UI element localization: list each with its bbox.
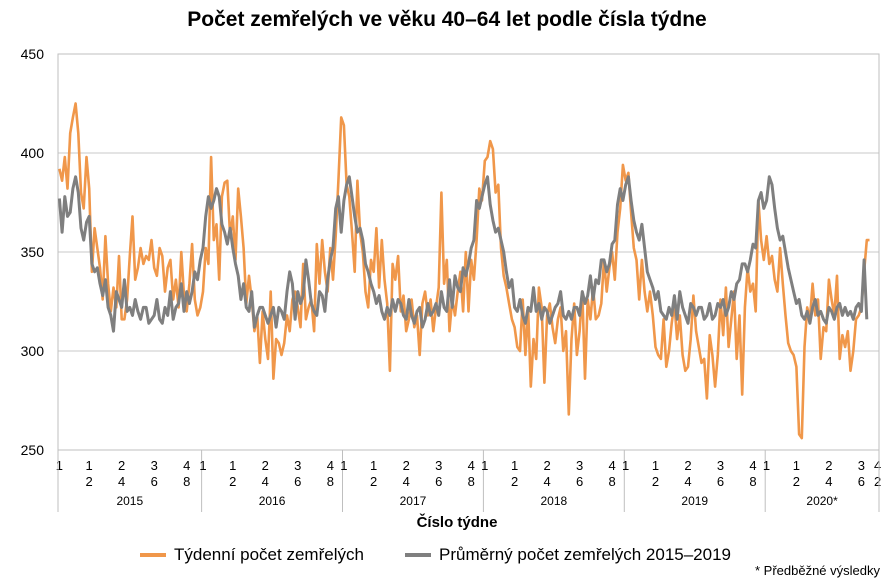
x-tick-label: 8 — [327, 474, 334, 489]
series-line-0 — [58, 102, 870, 440]
x-tick-label: 6 — [294, 474, 301, 489]
year-label-2020*: 2020* — [806, 494, 838, 508]
y-tick-label-400: 400 — [21, 145, 45, 161]
x-tick-label: 4 — [118, 474, 125, 489]
x-tick-label: 4 — [262, 474, 269, 489]
x-tick-label: 1 — [199, 458, 206, 473]
x-axis-label: Číslo týdne — [416, 514, 498, 531]
x-tick-label: 2 — [118, 458, 125, 473]
x-tick-label: 2 — [403, 458, 410, 473]
x-tick-label: 8 — [608, 474, 615, 489]
series-line-1 — [57, 175, 869, 333]
x-tick-label: 4 — [825, 474, 832, 489]
legend-swatch-weekly — [140, 553, 166, 557]
x-tick-label: 2 — [370, 474, 377, 489]
x-tick-label: 4 — [403, 474, 410, 489]
y-tick-label-450: 450 — [21, 46, 45, 62]
legend-item-average: Průměrný počet zemřelých 2015–2019 — [405, 545, 731, 565]
legend-item-weekly: Týdenní počet zemřelých — [140, 545, 364, 565]
x-tick-label: 4 — [468, 458, 475, 473]
plot-area-border — [57, 53, 880, 451]
legend-label-average: Průměrný počet zemřelých 2015–2019 — [439, 545, 731, 564]
legend-label-weekly: Týdenní počet zemřelých — [174, 545, 364, 564]
x-tick-label: 4 — [749, 458, 756, 473]
y-tick-label-350: 350 — [21, 244, 45, 260]
year-label-2018: 2018 — [540, 494, 567, 508]
x-tick-label: 2 — [262, 458, 269, 473]
x-tick-label: 6 — [576, 474, 583, 489]
x-tick-label: 4 — [327, 458, 334, 473]
x-tick-label: 3 — [294, 458, 301, 473]
x-tick-label: 3 — [858, 458, 865, 473]
x-tick-label: 8 — [183, 474, 190, 489]
x-tick-label: 2 — [86, 474, 93, 489]
x-tick-label: 3 — [435, 458, 442, 473]
x-tick-label: 4 — [608, 458, 615, 473]
x-tick-label: 4 — [183, 458, 190, 473]
x-tick-label: 2 — [229, 474, 236, 489]
x-tick-label: 6 — [435, 474, 442, 489]
x-tick-label: 1 — [763, 458, 770, 473]
year-label-2016: 2016 — [259, 494, 286, 508]
x-tick-label: 1 — [793, 458, 800, 473]
x-tick-label: 3 — [717, 458, 724, 473]
x-tick-label: 1 — [56, 458, 63, 473]
x-tick-label: 1 — [370, 458, 377, 473]
y-tick-label-250: 250 — [21, 442, 45, 458]
x-tick-label: 2 — [825, 458, 832, 473]
x-tick-label: 8 — [749, 474, 756, 489]
x-tick-label: 6 — [717, 474, 724, 489]
x-tick-label: 1 — [622, 458, 629, 473]
x-tick-label: 2 — [543, 458, 550, 473]
x-tick-label: 3 — [576, 458, 583, 473]
x-tick-label: 4 — [874, 458, 881, 473]
x-tick-label: 2 — [874, 474, 881, 489]
year-label-2017: 2017 — [400, 494, 427, 508]
year-label-2019: 2019 — [681, 494, 708, 508]
chart-title: Počet zemřelých ve věku 40–64 let podle … — [187, 8, 707, 31]
x-tick-label: 4 — [543, 474, 550, 489]
x-tick-label: 4 — [684, 474, 691, 489]
y-tick-label-300: 300 — [21, 343, 45, 359]
x-tick-label: 2 — [684, 458, 691, 473]
year-label-2015: 2015 — [116, 494, 143, 508]
x-tick-label: 1 — [86, 458, 93, 473]
x-tick-label: 1 — [511, 458, 518, 473]
legend-swatch-average — [405, 553, 431, 557]
x-tick-label: 6 — [151, 474, 158, 489]
x-tick-label: 2 — [652, 474, 659, 489]
x-tick-label: 2 — [793, 474, 800, 489]
x-tick-label: 2 — [511, 474, 518, 489]
x-tick-label: 1 — [652, 458, 659, 473]
footnote: * Předběžné výsledky — [754, 563, 880, 578]
x-tick-label: 6 — [858, 474, 865, 489]
x-tick-label: 1 — [229, 458, 236, 473]
x-tick-label: 1 — [340, 458, 347, 473]
x-tick-label: 1 — [481, 458, 488, 473]
x-tick-label: 3 — [151, 458, 158, 473]
x-tick-label: 8 — [468, 474, 475, 489]
